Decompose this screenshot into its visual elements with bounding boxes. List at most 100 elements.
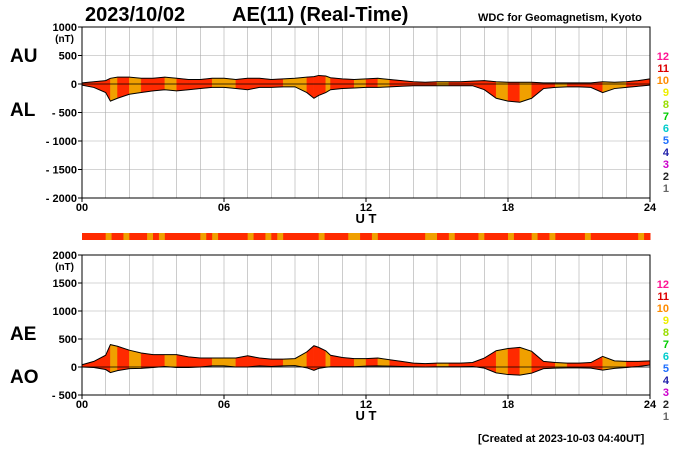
panel2-area-segment — [436, 362, 450, 367]
panel2-area-segment — [448, 362, 461, 367]
activity-bar-cell — [567, 233, 574, 240]
panel1-x-axis-label: U T — [356, 211, 377, 226]
panel2-station-level-5: 5 — [663, 363, 669, 375]
panel1-station-level-1: 1 — [663, 183, 669, 195]
panel2-station-level-10: 10 — [657, 303, 669, 315]
activity-bar-cell — [93, 233, 101, 240]
panel2-area-segment — [140, 352, 154, 369]
panel2-station-level-6: 6 — [663, 351, 669, 363]
activity-bar-cell — [111, 233, 118, 240]
activity-bar-cell — [579, 233, 586, 240]
panel1-station-level-9: 9 — [663, 87, 669, 99]
activity-bar-cell — [277, 233, 284, 240]
activity-bar-cell — [537, 233, 544, 240]
activity-bar-cell — [129, 233, 136, 240]
panel1-station-level-12: 12 — [657, 51, 669, 63]
activity-bar-cell — [608, 233, 615, 240]
activity-bar-cell — [508, 233, 515, 240]
panel2-station-level-4: 4 — [663, 375, 670, 387]
panel1-area-segment — [566, 82, 580, 88]
activity-bar-cell — [519, 233, 527, 240]
activity-bar-cell — [632, 233, 639, 240]
panel1-station-level-7: 7 — [663, 111, 669, 123]
panel2-area-segment — [110, 344, 118, 373]
panel1-area-segment — [223, 78, 237, 89]
activity-bar-cell — [620, 233, 627, 240]
panel1-area-segment — [271, 78, 284, 88]
panel1-y-tick-label: - 1500 — [46, 165, 77, 177]
panel1-y-tick-label: - 500 — [52, 108, 77, 120]
panel2-station-level-2: 2 — [663, 399, 669, 411]
activity-bar-cell — [383, 233, 391, 240]
activity-bar-cell — [194, 233, 201, 240]
activity-bar-cell — [555, 233, 562, 240]
activity-bar-cell — [626, 233, 633, 240]
panel2-y-tick-label: 1500 — [53, 278, 77, 290]
activity-bar-cell — [590, 233, 598, 240]
activity-bar-cell — [561, 233, 568, 240]
activity-bar-cell — [295, 233, 302, 240]
panel1-y-tick-label: 0 — [71, 79, 77, 91]
panel1-station-level-5: 5 — [663, 135, 669, 147]
panel1-y-tick-label: - 1000 — [46, 136, 77, 148]
panel2-area-segment — [353, 358, 367, 367]
activity-bar-cell — [153, 233, 160, 240]
activity-bar-cell — [513, 233, 521, 240]
activity-bar-cell — [241, 233, 249, 240]
panel2-area-segment — [164, 354, 177, 368]
activity-bar-cell — [431, 233, 438, 240]
activity-bar-cell — [377, 233, 385, 240]
activity-bar-cell — [437, 233, 444, 240]
panel1-x-tick-label: 18 — [502, 202, 514, 214]
panel1-series-au-line — [81, 74, 651, 84]
panel1-area-segment — [313, 75, 319, 99]
activity-bar-cell — [531, 233, 539, 240]
panel1-x-tick-label: 12 — [360, 202, 372, 214]
activity-bar-cell — [147, 233, 154, 240]
activity-bar-cell — [366, 233, 373, 240]
panel1-area-segment — [129, 76, 142, 95]
activity-bar-cell — [324, 233, 331, 240]
activity-bar-cell — [573, 233, 580, 240]
activity-bar-cell — [265, 233, 272, 240]
panel2-series-ae-line — [81, 344, 651, 366]
panel2-series-label-ao: AO — [10, 367, 39, 388]
source-label: WDC for Geomagnetism, Kyoto — [478, 12, 642, 24]
activity-bar-cell — [336, 233, 343, 240]
activity-bar-cell — [454, 233, 462, 240]
activity-bar-cell — [525, 233, 533, 240]
panel1-area-segment — [282, 78, 296, 88]
panel1-area-segment — [110, 76, 118, 102]
activity-bar-cell — [496, 233, 503, 240]
activity-bar-cell — [87, 233, 95, 240]
activity-bar-cell — [644, 233, 651, 240]
activity-bar-cell — [170, 233, 178, 240]
panel1-area-segment — [365, 78, 379, 88]
activity-bar-cell — [549, 233, 556, 240]
activity-bar-cell — [212, 233, 219, 240]
panel2-x-tick-label: 24 — [644, 399, 657, 411]
panel2-y-tick-label: 500 — [59, 334, 77, 346]
panel2-station-level-3: 3 — [663, 387, 669, 399]
created-timestamp: [Created at 2023-10-03 04:40UT] — [478, 433, 645, 445]
panel2-area-segment — [519, 347, 532, 376]
activity-bar-cell — [584, 233, 592, 240]
activity-bar-cell — [306, 233, 314, 240]
panel1-area-segment — [176, 78, 189, 92]
activity-bar-cell — [354, 233, 361, 240]
activity-bar-cell — [389, 233, 397, 240]
panel2-x-axis-label: U T — [356, 408, 377, 423]
panel2-station-level-8: 8 — [663, 327, 669, 339]
panel2-x-tick-label: 12 — [360, 399, 372, 411]
activity-bar-cell — [330, 233, 337, 240]
activity-bar-cell — [490, 233, 497, 240]
panel2-area-segment — [211, 357, 225, 367]
panel1-station-level-3: 3 — [663, 159, 669, 171]
panel1-area-segment — [140, 78, 154, 93]
activity-bar-cell — [182, 233, 189, 240]
activity-bar-cell — [419, 233, 426, 240]
activity-bar-cell — [247, 233, 255, 240]
activity-bar-cell — [105, 233, 113, 240]
panel1-y-tick-label: - 2000 — [46, 193, 77, 205]
